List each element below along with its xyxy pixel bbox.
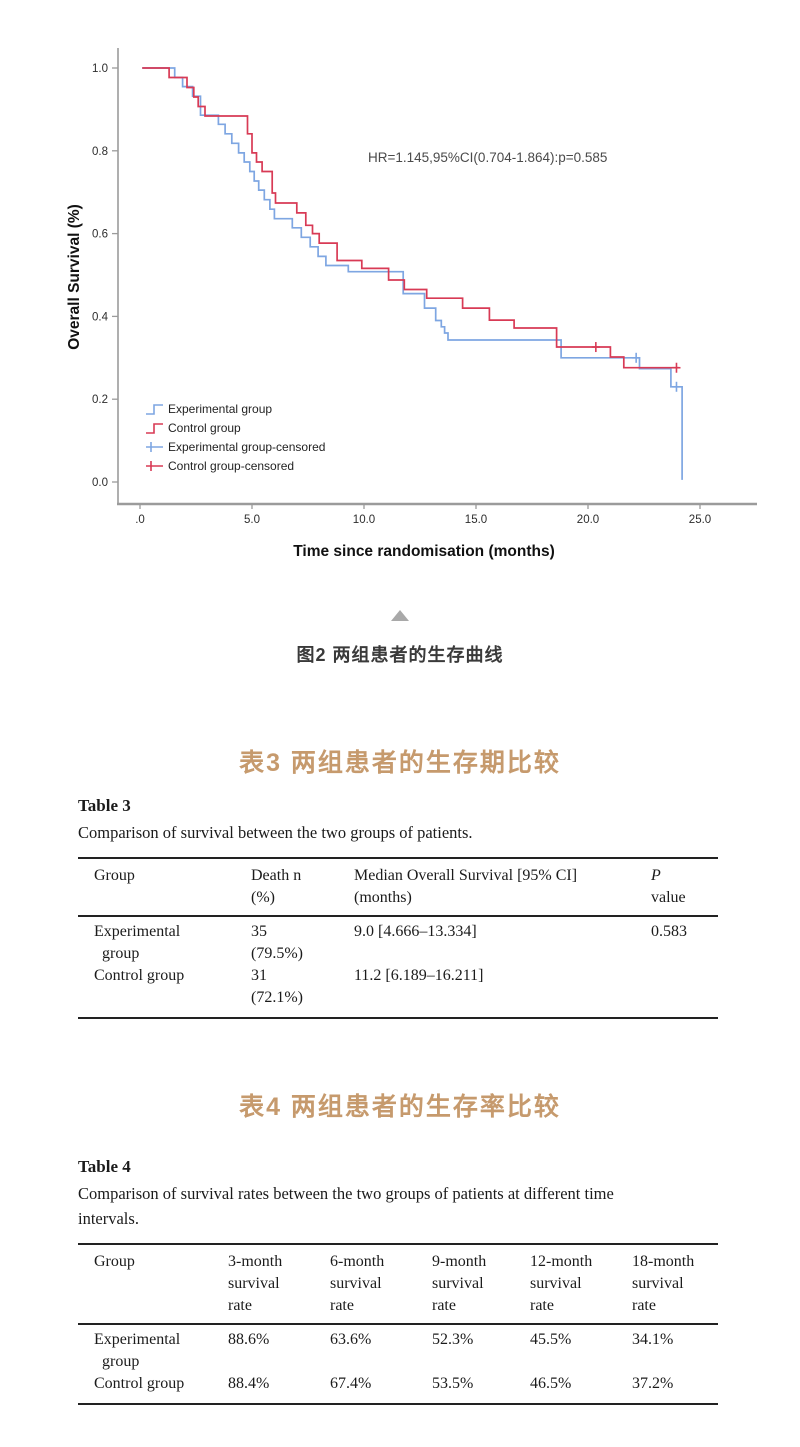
p-italic: P [651, 867, 661, 884]
x-tick-label: 20.0 [577, 514, 599, 526]
col-6month: 6-month survival rate [330, 1244, 432, 1325]
table4-label: Table 4 [78, 1157, 131, 1176]
x-tick-label: 25.0 [689, 514, 711, 526]
y-tick-label: 0.2 [92, 394, 108, 406]
col-group: Group [78, 1244, 228, 1325]
col-group: Group [78, 858, 251, 917]
cell-rate: 37.2% [632, 1375, 674, 1392]
legend-label: Control group-censored [168, 459, 294, 473]
cell-rate: 88.4% [228, 1375, 270, 1392]
col-3month: 3-month survival rate [228, 1244, 330, 1325]
figure2-caption: 图2 两组患者的生存曲线 [296, 645, 504, 665]
table3-block: Table 3 Comparison of survival between t… [78, 795, 718, 1019]
hr-annotation: HR=1.145,95%CI(0.704-1.864):p=0.585 [368, 150, 607, 165]
col-9month: 9-month survival rate [432, 1244, 530, 1325]
col-18month: 18-month survival rate [632, 1244, 718, 1325]
cell-rate: 34.1% [632, 1331, 674, 1348]
cell-rate: 63.6% [330, 1331, 372, 1348]
cell-group: Control group [94, 967, 185, 984]
cell-p: 0.583 [651, 923, 687, 940]
cell-group: Experimental group [94, 923, 181, 962]
triangle-up-icon [391, 610, 409, 621]
y-tick-label: 0.6 [92, 229, 108, 241]
cell-rate: 52.3% [432, 1331, 474, 1348]
y-tick-label: 1.0 [92, 63, 108, 75]
survival-curve-control [142, 67, 679, 369]
y-tick-label: 0.4 [92, 311, 109, 323]
cell-death: 35 (79.5%) [251, 923, 303, 962]
cell-p [651, 965, 718, 1018]
legend-step-glyph [146, 423, 163, 434]
table3: Group Death n (%) Median Overall Surviva… [78, 857, 718, 1019]
cell-death: 31 (72.1%) [251, 967, 303, 1006]
table-row: Control group 88.4% 67.4% 53.5% 46.5% 37… [78, 1373, 718, 1404]
col-12month: 12-month survival rate [530, 1244, 632, 1325]
table4: Group 3-month survival rate 6-month surv… [78, 1243, 718, 1405]
cell-group: Experimental group [94, 1331, 181, 1370]
y-axis-title: Overall Survival (%) [66, 204, 83, 350]
table4-caption: Comparison of survival rates between the… [78, 1184, 614, 1228]
table3-header-row: Group Death n (%) Median Overall Surviva… [78, 858, 718, 917]
x-tick-label: 5.0 [244, 514, 260, 526]
kaplan-meier-survival-chart: 0.0 0.2 0.4 0.6 0.8 1.0 .0 5.0 10.0 15.0 20.0 25.0 H… [66, 48, 757, 560]
cell-rate: 46.5% [530, 1375, 572, 1392]
table-row: Control group 31 (72.1%) 11.2 [6.189–16.… [78, 965, 718, 1018]
cell-rate: 88.6% [228, 1331, 270, 1348]
table4-section-heading: 表4 两组患者的生存率比较 [239, 1092, 561, 1121]
cell-median: 9.0 [4.666–13.334] [354, 923, 477, 940]
x-tick-label: .0 [135, 514, 145, 526]
y-tick-label: 0.8 [92, 146, 108, 158]
cell-rate: 45.5% [530, 1331, 572, 1348]
legend-label: Experimental group [168, 402, 272, 416]
survival-curve-experimental [142, 67, 683, 480]
cell-group: Control group [94, 1375, 185, 1392]
legend-label: Control group [168, 421, 241, 435]
table-row: Experimental group 88.6% 63.6% 52.3% 45.… [78, 1324, 718, 1373]
table3-section-heading: 表3 两组患者的生存期比较 [239, 748, 561, 777]
table-row: Experimental group 35 (79.5%) 9.0 [4.666… [78, 916, 718, 965]
table3-caption: Comparison of survival between the two g… [78, 823, 473, 842]
cell-rate: 53.5% [432, 1375, 474, 1392]
table4-block: Table 4 Comparison of survival rates bet… [78, 1156, 718, 1405]
table4-header-row: Group 3-month survival rate 6-month surv… [78, 1244, 718, 1325]
legend-step-glyph [146, 404, 163, 415]
col-death-n: Death n (%) [251, 858, 354, 917]
y-tick-label: 0.0 [92, 477, 108, 489]
p-rest: value [651, 889, 686, 906]
x-tick-label: 15.0 [465, 514, 487, 526]
legend-label: Experimental group-censored [168, 440, 325, 454]
cell-median: 11.2 [6.189–16.211] [354, 967, 484, 984]
col-median-os: Median Overall Survival [95% CI] (months… [354, 858, 651, 917]
x-tick-label: 10.0 [353, 514, 375, 526]
cell-rate: 67.4% [330, 1375, 372, 1392]
x-axis-title: Time since randomisation (months) [293, 543, 555, 560]
table3-label: Table 3 [78, 796, 131, 815]
